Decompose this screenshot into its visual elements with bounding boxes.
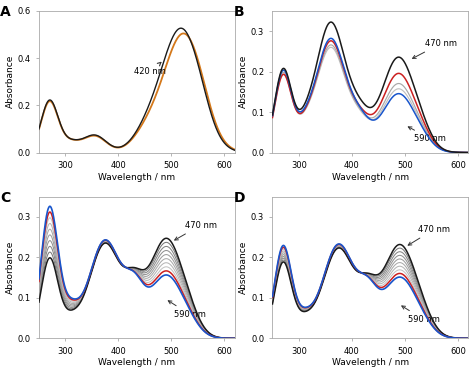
Y-axis label: Absorbance: Absorbance: [6, 55, 15, 108]
Text: B: B: [233, 5, 244, 19]
Text: 420 nm: 420 nm: [134, 62, 166, 76]
Text: 470 nm: 470 nm: [408, 225, 450, 245]
Text: 590 nm: 590 nm: [402, 306, 439, 324]
X-axis label: Wavelength / nm: Wavelength / nm: [332, 173, 409, 182]
Text: D: D: [233, 191, 245, 205]
Text: C: C: [0, 191, 10, 205]
Text: 590 nm: 590 nm: [408, 127, 447, 143]
Y-axis label: Absorbance: Absorbance: [6, 241, 15, 294]
X-axis label: Wavelength / nm: Wavelength / nm: [332, 358, 409, 367]
Text: 470 nm: 470 nm: [175, 221, 217, 240]
Y-axis label: Absorbance: Absorbance: [239, 241, 248, 294]
Text: A: A: [0, 5, 10, 19]
Text: 590 nm: 590 nm: [168, 301, 206, 319]
Text: 470 nm: 470 nm: [412, 39, 457, 59]
X-axis label: Wavelength / nm: Wavelength / nm: [99, 358, 175, 367]
X-axis label: Wavelength / nm: Wavelength / nm: [99, 173, 175, 182]
Y-axis label: Absorbance: Absorbance: [239, 55, 248, 108]
